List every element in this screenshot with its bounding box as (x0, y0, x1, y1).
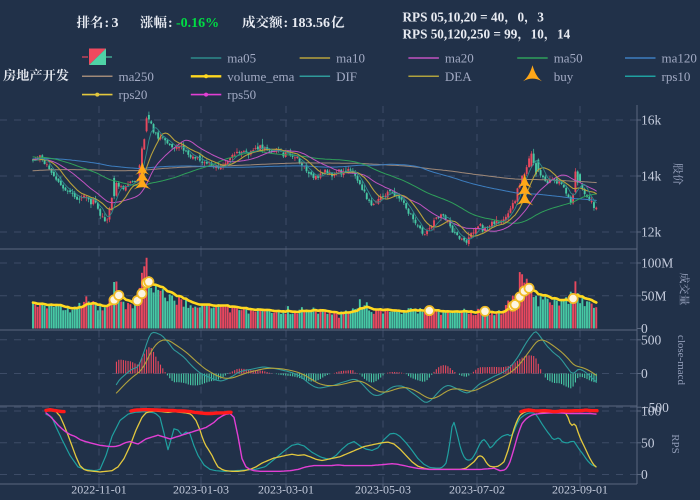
svg-text:183.56: 183.56 (292, 16, 331, 31)
svg-text::: : (168, 16, 173, 31)
svg-text:buy: buy (554, 69, 574, 84)
svg-text:10: 10 (531, 27, 545, 42)
svg-text:100: 100 (641, 404, 662, 419)
svg-text:14k: 14k (641, 169, 662, 184)
svg-text:500: 500 (641, 332, 662, 347)
svg-text:ma05: ma05 (227, 51, 256, 66)
svg-text:rps10: rps10 (662, 69, 691, 84)
svg-text:rps50: rps50 (227, 87, 256, 102)
svg-text:RPS: RPS (669, 434, 681, 454)
svg-text:3: 3 (537, 10, 544, 25)
svg-text:2023-07-02: 2023-07-02 (449, 483, 505, 497)
svg-text:ma250: ma250 (119, 69, 154, 84)
svg-text:ma20: ma20 (445, 51, 474, 66)
svg-text:close-macd: close-macd (675, 335, 687, 386)
svg-text:0: 0 (641, 321, 648, 336)
svg-text:2022-11-01: 2022-11-01 (71, 483, 127, 497)
svg-text:14: 14 (557, 27, 571, 42)
svg-text:volume_ema: volume_ema (227, 69, 294, 84)
svg-text::: : (284, 16, 289, 31)
svg-text:RPS 05,10,20 = 40: RPS 05,10,20 = 40 (403, 10, 505, 25)
svg-text::: : (105, 16, 110, 31)
svg-text:ma120: ma120 (662, 51, 697, 66)
svg-text:ma10: ma10 (336, 51, 365, 66)
svg-text:-0.16%: -0.16% (176, 16, 219, 31)
svg-text:0: 0 (641, 467, 648, 482)
svg-text:3: 3 (112, 16, 119, 31)
svg-text:ma50: ma50 (554, 51, 583, 66)
svg-text:16k: 16k (641, 113, 662, 128)
svg-text:12k: 12k (641, 225, 662, 240)
svg-text:50M: 50M (641, 288, 667, 303)
svg-text:2023-09-01: 2023-09-01 (552, 483, 608, 497)
svg-text:100M: 100M (641, 256, 673, 271)
svg-text:2023-03-01: 2023-03-01 (258, 483, 314, 497)
svg-text:0: 0 (641, 366, 648, 381)
svg-text:50: 50 (641, 435, 655, 450)
svg-text:RPS 50,120,250 = 99: RPS 50,120,250 = 99 (403, 27, 518, 42)
svg-text:0: 0 (518, 10, 525, 25)
svg-text:DEA: DEA (445, 69, 472, 84)
svg-text:2023-05-03: 2023-05-03 (355, 483, 411, 497)
svg-text:rps20: rps20 (119, 87, 148, 102)
svg-text:2023-01-03: 2023-01-03 (173, 483, 229, 497)
svg-text:DIF: DIF (336, 69, 357, 84)
svg-text:−500: −500 (641, 400, 669, 415)
